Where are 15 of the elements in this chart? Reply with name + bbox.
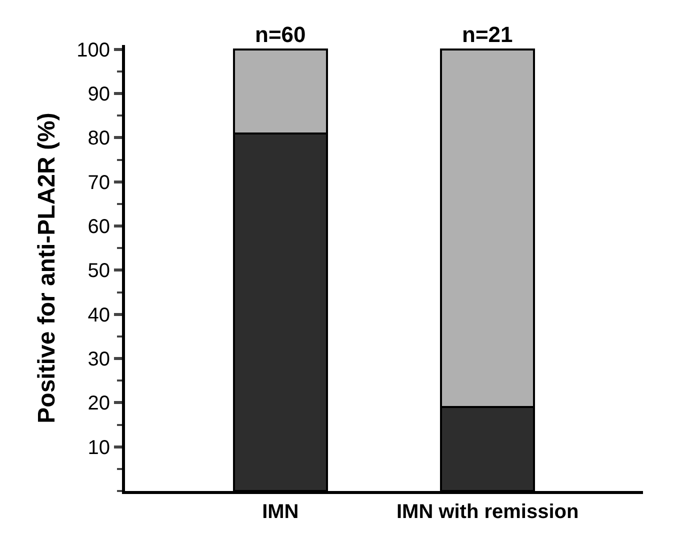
y-tick-label: 60 [88, 216, 110, 238]
y-tick-label: 90 [88, 84, 110, 106]
y-tick-label: 40 [88, 304, 110, 326]
y-tick-label: 50 [88, 260, 110, 282]
y-tick-label: 30 [88, 348, 110, 371]
y-tick-label: 10 [88, 436, 110, 459]
y-tick-label: 20 [88, 392, 110, 415]
annotation: n=21 [462, 22, 513, 47]
x-tick-label: IMN [262, 501, 299, 523]
y-tick-label: 70 [88, 172, 110, 194]
x-tick-label: IMN with remission [396, 501, 579, 523]
y-axis-title: Positive for anti-PLA2R (%) [34, 112, 61, 424]
annotation: n=60 [255, 22, 306, 47]
y-tick-label: 80 [88, 128, 110, 150]
y-tick-label: 100 [76, 39, 110, 62]
